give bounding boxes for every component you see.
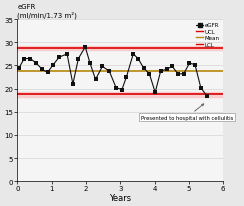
Text: eGFR
(ml/min/1.73 m²): eGFR (ml/min/1.73 m²) — [17, 4, 77, 19]
Bar — [17, 46, 223, 51]
X-axis label: Years: Years — [109, 193, 131, 202]
Text: Presented to hospital with cellulitis: Presented to hospital with cellulitis — [141, 104, 233, 120]
Bar — [17, 92, 223, 97]
Legend: eGFR, UCL, Mean, LCL: eGFR, UCL, Mean, LCL — [196, 23, 220, 48]
